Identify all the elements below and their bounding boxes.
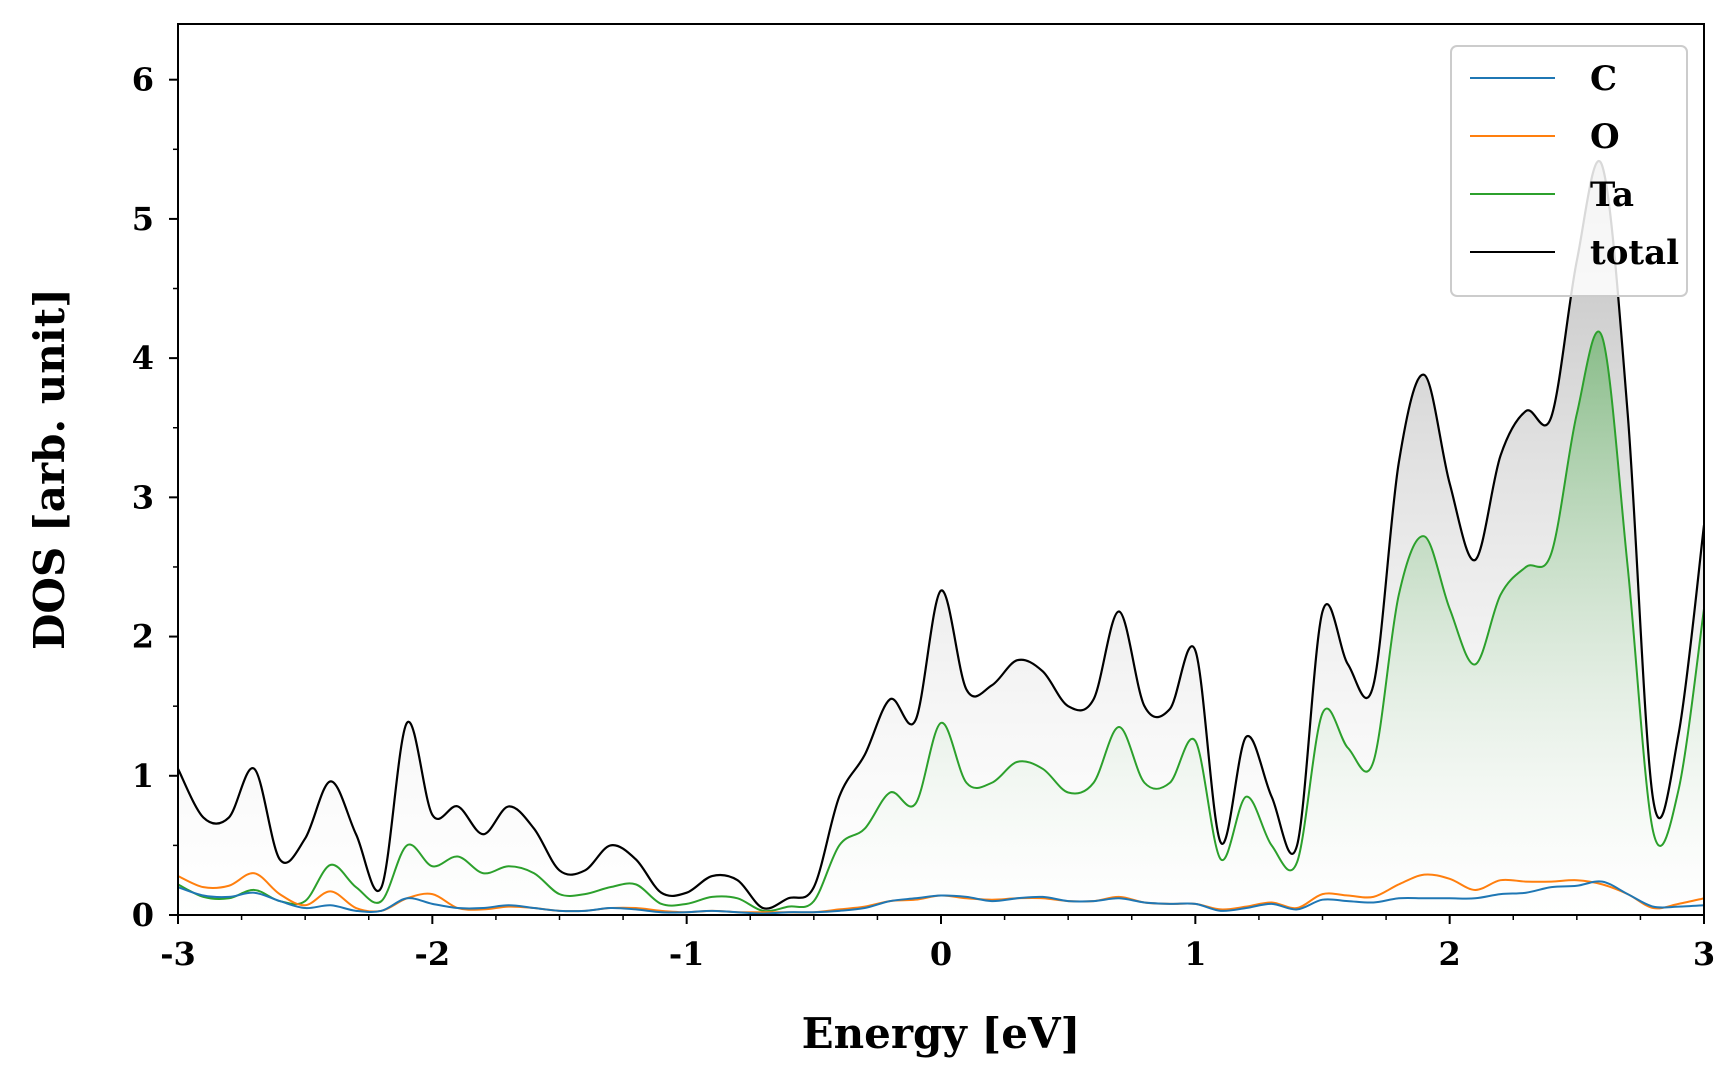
y-tick-label: 6	[132, 61, 154, 99]
x-tick-label: 1	[1184, 935, 1206, 973]
series-line-total	[178, 159, 1704, 910]
x-tick-label: -3	[160, 935, 196, 973]
x-axis-label: Energy [eV]	[802, 1009, 1081, 1058]
legend: CO Ta total	[1450, 45, 1688, 297]
legend-label-ta: Ta	[1590, 175, 1634, 215]
y-tick-label: 5	[132, 200, 154, 238]
x-tick-label: -1	[669, 935, 705, 973]
legend-label-total: total	[1590, 233, 1679, 273]
legend-label-c: C	[1590, 59, 1617, 99]
y-tick-label: 4	[132, 339, 154, 377]
legend-box	[1450, 45, 1688, 297]
y-axis-label: DOS [arb. unit]	[25, 288, 74, 650]
series-fills	[178, 161, 1704, 915]
x-tick-label: -2	[415, 935, 451, 973]
series-line-ta	[178, 330, 1704, 913]
series-line-c	[178, 880, 1704, 915]
axis-ticks: -3 -2 -1 0 1 2 3 0 1 2 3 4 5 6	[132, 61, 1715, 973]
legend-label-o: O	[1590, 117, 1620, 157]
y-tick-label: 2	[132, 618, 154, 656]
area-fill-ta	[178, 331, 1704, 915]
y-tick-label: 0	[132, 896, 154, 934]
y-tick-label: 1	[132, 757, 154, 795]
x-tick-label: 3	[1693, 935, 1715, 973]
x-tick-label: 2	[1439, 935, 1461, 973]
y-tick-label: 3	[132, 478, 154, 516]
series-lines	[178, 159, 1704, 915]
x-tick-label: 0	[930, 935, 952, 973]
